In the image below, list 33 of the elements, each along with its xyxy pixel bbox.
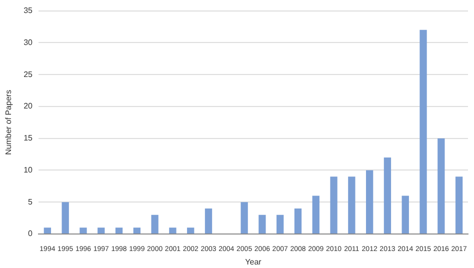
bar <box>384 157 392 234</box>
bar <box>402 196 409 234</box>
y-tick-label: 10 <box>24 165 34 174</box>
y-tick-label: 30 <box>24 38 34 47</box>
y-tick-label: 25 <box>24 70 34 79</box>
bar <box>455 176 463 234</box>
y-tick-label: 20 <box>24 102 34 111</box>
bar <box>115 228 123 234</box>
bar <box>169 228 176 234</box>
bar <box>62 202 69 234</box>
bar <box>187 228 194 234</box>
bar <box>44 228 52 234</box>
y-tick-label: 35 <box>24 6 34 16</box>
bar <box>204 208 212 234</box>
bar <box>276 214 284 234</box>
y-axis-title: Number of Papers <box>4 90 14 155</box>
bar <box>420 30 427 234</box>
bar <box>438 138 445 234</box>
bar <box>348 176 356 234</box>
bar <box>80 228 87 234</box>
y-tick-label: 0 <box>28 229 34 238</box>
y-tick-label: 15 <box>24 134 34 143</box>
bar <box>258 214 266 234</box>
bar <box>294 208 302 234</box>
bar <box>312 196 320 234</box>
bar <box>366 170 374 234</box>
bar <box>98 228 105 234</box>
bar <box>330 176 338 234</box>
x-axis-title: Year <box>245 257 262 266</box>
bar <box>133 228 141 234</box>
bar <box>240 202 248 234</box>
bar <box>151 214 158 234</box>
y-tick-label: 5 <box>28 197 34 206</box>
